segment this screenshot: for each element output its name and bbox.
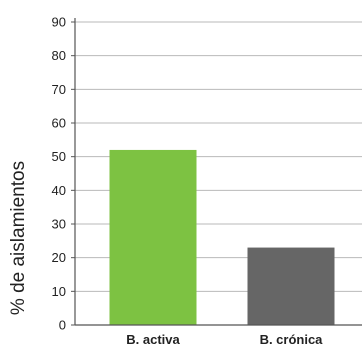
y-tick-labels: 0 10 20 30 40 50 60 70 80 90 xyxy=(52,15,66,333)
x-category-label: B. crónica xyxy=(260,332,324,347)
y-tick-label: 20 xyxy=(52,250,66,265)
y-tick-label: 60 xyxy=(52,116,66,131)
y-tick-label: 30 xyxy=(52,217,66,232)
x-category-label: B. activa xyxy=(126,332,180,347)
bars xyxy=(109,149,335,325)
bar-2 xyxy=(247,247,335,325)
y-tick-label: 50 xyxy=(52,149,66,164)
y-axis-title: % de aislamientos xyxy=(8,161,29,315)
y-tick-label: 90 xyxy=(52,15,66,30)
y-tick-label: 80 xyxy=(52,48,66,63)
x-category-labels: B. activa B. crónica xyxy=(126,332,323,347)
y-tick-label: 70 xyxy=(52,82,66,97)
bar-1 xyxy=(109,149,197,325)
y-tick-label: 10 xyxy=(52,284,66,299)
axes xyxy=(71,18,362,326)
y-tick-label: 40 xyxy=(52,183,66,198)
y-tick-label: 0 xyxy=(59,318,66,333)
